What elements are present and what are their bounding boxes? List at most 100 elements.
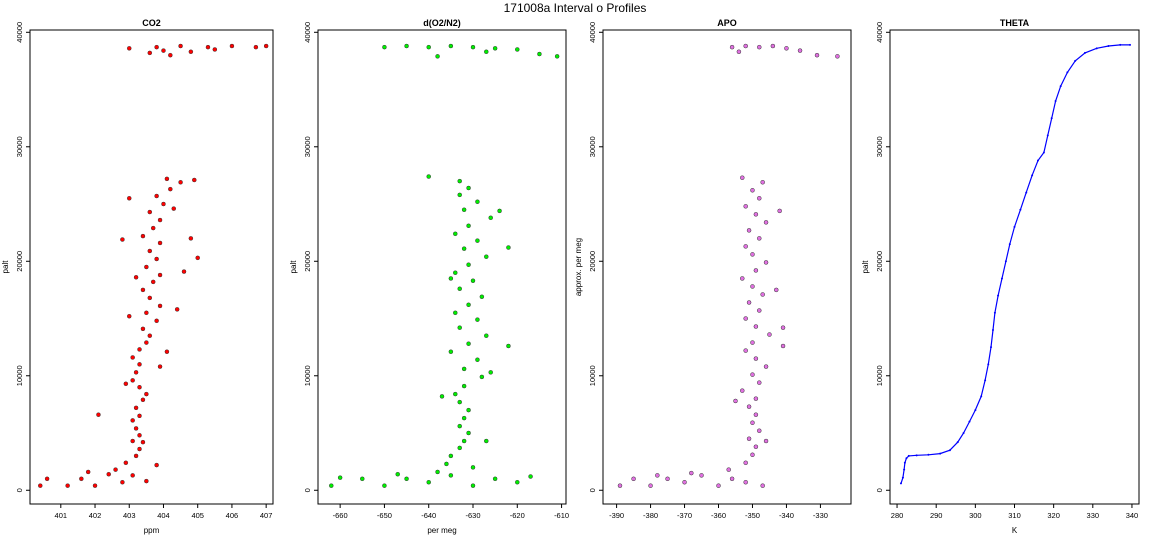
data-point bbox=[137, 446, 142, 452]
data-point bbox=[96, 412, 101, 417]
data-point bbox=[466, 341, 471, 346]
data-point bbox=[1046, 134, 1049, 137]
data-point bbox=[1036, 159, 1039, 162]
data-point bbox=[991, 328, 994, 331]
data-point bbox=[475, 317, 480, 322]
data-point bbox=[1031, 174, 1034, 177]
data-point bbox=[750, 420, 755, 425]
data-point bbox=[212, 47, 218, 52]
data-point bbox=[133, 405, 139, 411]
data-point bbox=[123, 381, 129, 387]
data-point bbox=[120, 479, 125, 485]
data-point bbox=[426, 44, 431, 50]
x-tick-label: -330 bbox=[813, 511, 828, 520]
data-point bbox=[740, 276, 745, 281]
figure-title: 171008a Interval o Profiles bbox=[504, 1, 647, 15]
data-point bbox=[974, 409, 977, 412]
data-point bbox=[140, 287, 146, 293]
data-point bbox=[1025, 191, 1028, 194]
data-point bbox=[980, 395, 983, 398]
x-tick-label: 402 bbox=[89, 511, 102, 520]
data-point bbox=[729, 44, 735, 50]
data-point bbox=[1004, 260, 1007, 263]
x-tick-label: -360 bbox=[711, 511, 726, 520]
data-point bbox=[147, 248, 153, 254]
data-point bbox=[457, 423, 462, 429]
data-point bbox=[753, 444, 759, 450]
data-point bbox=[395, 471, 400, 477]
data-point bbox=[757, 236, 762, 241]
data-point bbox=[157, 303, 163, 309]
data-point bbox=[174, 307, 180, 312]
x-tick-label: -640 bbox=[421, 511, 436, 520]
data-point bbox=[554, 54, 560, 59]
data-point bbox=[178, 43, 183, 49]
data-point bbox=[161, 201, 166, 207]
data-point bbox=[767, 332, 772, 337]
data-point bbox=[763, 260, 769, 265]
data-point bbox=[743, 43, 748, 49]
data-point bbox=[164, 349, 170, 354]
data-point bbox=[144, 391, 149, 397]
data-point bbox=[753, 268, 759, 273]
data-point bbox=[461, 415, 467, 421]
data-point bbox=[479, 294, 485, 300]
data-point bbox=[984, 379, 987, 382]
data-point bbox=[997, 294, 1000, 297]
data-point bbox=[426, 479, 431, 485]
data-point bbox=[915, 454, 918, 457]
data-point bbox=[780, 325, 786, 330]
data-point bbox=[164, 176, 170, 182]
series-line bbox=[900, 44, 1130, 484]
data-point bbox=[253, 44, 259, 50]
data-point bbox=[144, 340, 149, 345]
x-tick-label: -380 bbox=[643, 511, 658, 520]
data-point bbox=[528, 474, 533, 479]
data-point bbox=[137, 347, 142, 352]
data-point bbox=[140, 439, 146, 445]
data-point bbox=[157, 240, 163, 246]
data-point bbox=[130, 355, 135, 360]
data-point bbox=[154, 256, 159, 262]
data-point bbox=[484, 333, 489, 338]
data-point bbox=[962, 432, 965, 435]
data-point bbox=[147, 209, 153, 215]
data-point bbox=[147, 333, 153, 338]
y-tick-label: 0 bbox=[303, 488, 312, 492]
data-point bbox=[1083, 51, 1086, 54]
x-tick-label: 401 bbox=[55, 511, 68, 520]
data-point bbox=[774, 287, 779, 293]
data-point bbox=[439, 394, 445, 399]
y-tick-label: 10000 bbox=[588, 365, 597, 386]
data-point bbox=[835, 54, 840, 59]
y-tick-label: 10000 bbox=[875, 365, 884, 386]
data-point bbox=[150, 225, 156, 231]
data-point bbox=[85, 469, 91, 475]
y-tick-label: 20000 bbox=[875, 251, 884, 272]
data-point bbox=[484, 254, 489, 259]
data-point bbox=[784, 46, 789, 51]
data-point bbox=[360, 476, 365, 482]
data-point bbox=[435, 469, 440, 475]
x-tick-label: 300 bbox=[969, 511, 982, 520]
data-point bbox=[903, 468, 906, 471]
data-point bbox=[1019, 208, 1022, 211]
data-point bbox=[461, 438, 467, 444]
data-point bbox=[130, 418, 135, 423]
data-point bbox=[484, 438, 489, 444]
y-tick-label: 40000 bbox=[875, 22, 884, 43]
data-point bbox=[435, 54, 440, 59]
panel-2: d(O2/N2) per meg palt -660 -650 -640 -630 -620 -… bbox=[289, 18, 569, 535]
data-point bbox=[466, 185, 471, 191]
data-point bbox=[743, 204, 748, 209]
data-point bbox=[1059, 85, 1062, 88]
data-point bbox=[192, 177, 197, 183]
data-point bbox=[740, 175, 745, 180]
data-point bbox=[137, 433, 142, 438]
data-point bbox=[263, 43, 269, 49]
y-tick-label: 40000 bbox=[588, 22, 597, 43]
data-point bbox=[1050, 117, 1053, 120]
data-point bbox=[144, 478, 149, 484]
data-point bbox=[147, 295, 153, 301]
